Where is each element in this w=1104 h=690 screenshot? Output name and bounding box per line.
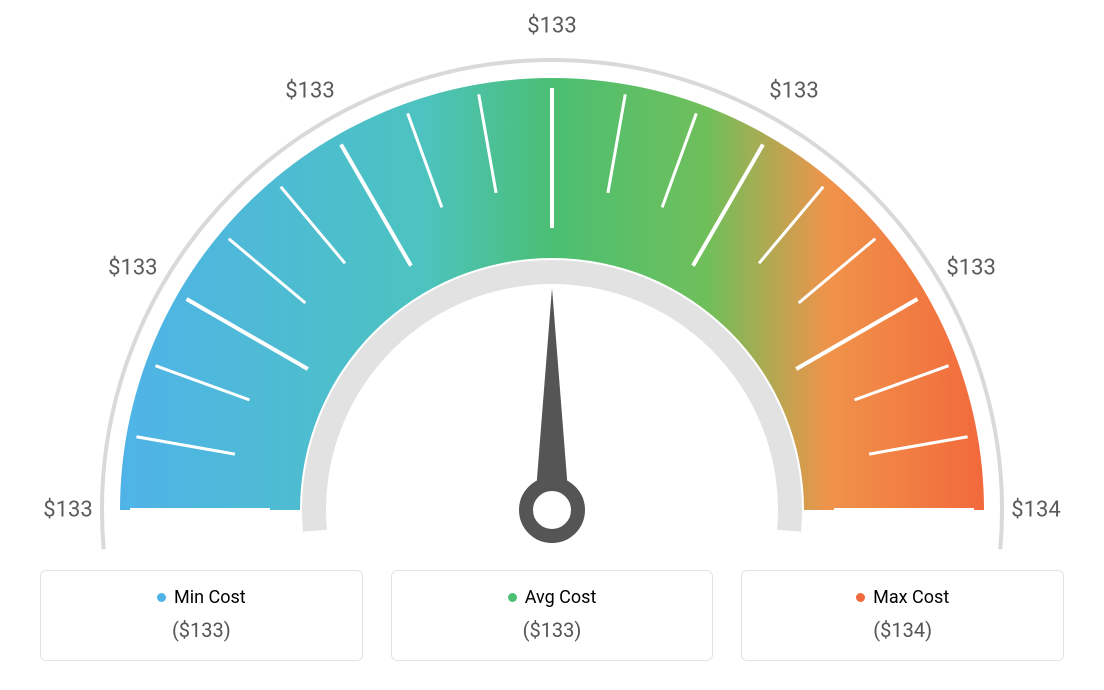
legend-title-max: Max Cost bbox=[856, 587, 949, 608]
legend-dot-max bbox=[856, 593, 865, 602]
legend-label-avg: Avg Cost bbox=[525, 587, 597, 608]
legend-value-min: ($133) bbox=[41, 618, 362, 642]
legend-title-avg: Avg Cost bbox=[508, 587, 597, 608]
gauge-svg bbox=[0, 0, 1104, 560]
legend-title-min: Min Cost bbox=[157, 587, 246, 608]
gauge-container: $133 $133 $133 $133 $133 $133 $134 bbox=[0, 0, 1104, 560]
gauge-tick-label: $134 bbox=[1011, 498, 1060, 523]
legend-value-avg: ($133) bbox=[392, 618, 713, 642]
legend-label-min: Min Cost bbox=[174, 587, 246, 608]
legend-label-max: Max Cost bbox=[873, 587, 949, 608]
gauge-tick-label: $133 bbox=[108, 256, 157, 281]
legend-dot-min bbox=[157, 593, 166, 602]
legend-value-max: ($134) bbox=[742, 618, 1063, 642]
gauge-tick-label: $133 bbox=[769, 78, 818, 103]
gauge-tick-label: $133 bbox=[43, 498, 92, 523]
legend-card-max: Max Cost ($134) bbox=[741, 570, 1064, 661]
legend-card-avg: Avg Cost ($133) bbox=[391, 570, 714, 661]
legend-row: Min Cost ($133) Avg Cost ($133) Max Cost… bbox=[0, 570, 1104, 661]
gauge-tick-label: $133 bbox=[285, 78, 334, 103]
legend-dot-avg bbox=[508, 593, 517, 602]
gauge-tick-label: $133 bbox=[946, 256, 995, 281]
legend-card-min: Min Cost ($133) bbox=[40, 570, 363, 661]
gauge-tick-label: $133 bbox=[527, 14, 576, 39]
